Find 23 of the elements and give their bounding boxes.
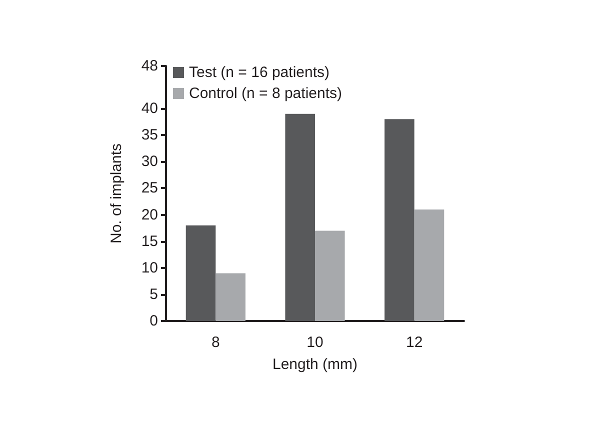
y-tick-label: 35 [141,126,158,144]
y-tick-label: 20 [141,206,158,224]
bar [315,230,345,321]
y-tick-label: 15 [141,232,158,250]
bar [414,209,444,321]
y-tick-label: 10 [141,259,158,276]
bar [285,114,315,321]
y-axis-title: No. of implants [108,143,125,244]
x-tick-label: 12 [406,334,423,351]
y-tick-label: 5 [150,286,158,303]
bar [384,119,414,321]
y-tick-label: 0 [150,312,158,330]
y-tick-label: 48 [141,58,158,74]
legend-label: Test (n = 16 patients) [189,64,330,81]
x-tick-label: 8 [211,334,220,351]
bar [186,225,216,321]
legend-label: Control (n = 8 patients) [189,85,342,102]
y-tick-label: 30 [141,153,158,170]
bar [216,273,246,321]
y-tick-label: 25 [141,180,158,197]
y-tick-label: 40 [141,100,158,117]
x-tick-label: 10 [306,334,324,351]
x-axis-title: Length (mm) [272,356,358,373]
